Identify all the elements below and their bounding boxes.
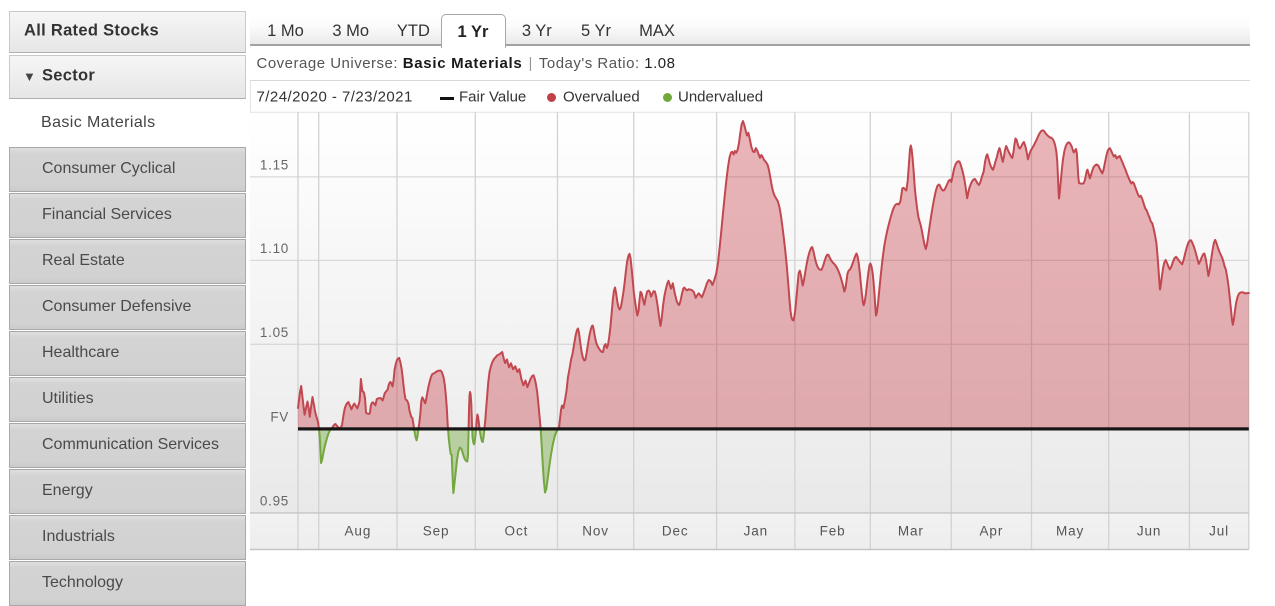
svg-text:1.05: 1.05 bbox=[260, 325, 289, 340]
svg-text:Jan: Jan bbox=[744, 524, 768, 539]
svg-text:Aug: Aug bbox=[345, 524, 372, 539]
svg-text:Dec: Dec bbox=[662, 524, 689, 539]
svg-text:Feb: Feb bbox=[820, 524, 846, 539]
svg-text:1.10: 1.10 bbox=[260, 241, 289, 256]
svg-text:0.95: 0.95 bbox=[260, 493, 289, 508]
svg-text:May: May bbox=[1056, 524, 1084, 539]
svg-text:Jun: Jun bbox=[1137, 524, 1161, 539]
svg-text:FV: FV bbox=[270, 410, 289, 425]
svg-text:Oct: Oct bbox=[505, 524, 529, 539]
svg-text:Nov: Nov bbox=[582, 524, 609, 539]
svg-text:Jul: Jul bbox=[1209, 524, 1229, 539]
svg-text:Apr: Apr bbox=[980, 524, 1004, 539]
svg-text:Mar: Mar bbox=[898, 524, 924, 539]
svg-text:1.15: 1.15 bbox=[260, 157, 289, 172]
svg-text:Sep: Sep bbox=[423, 524, 450, 539]
